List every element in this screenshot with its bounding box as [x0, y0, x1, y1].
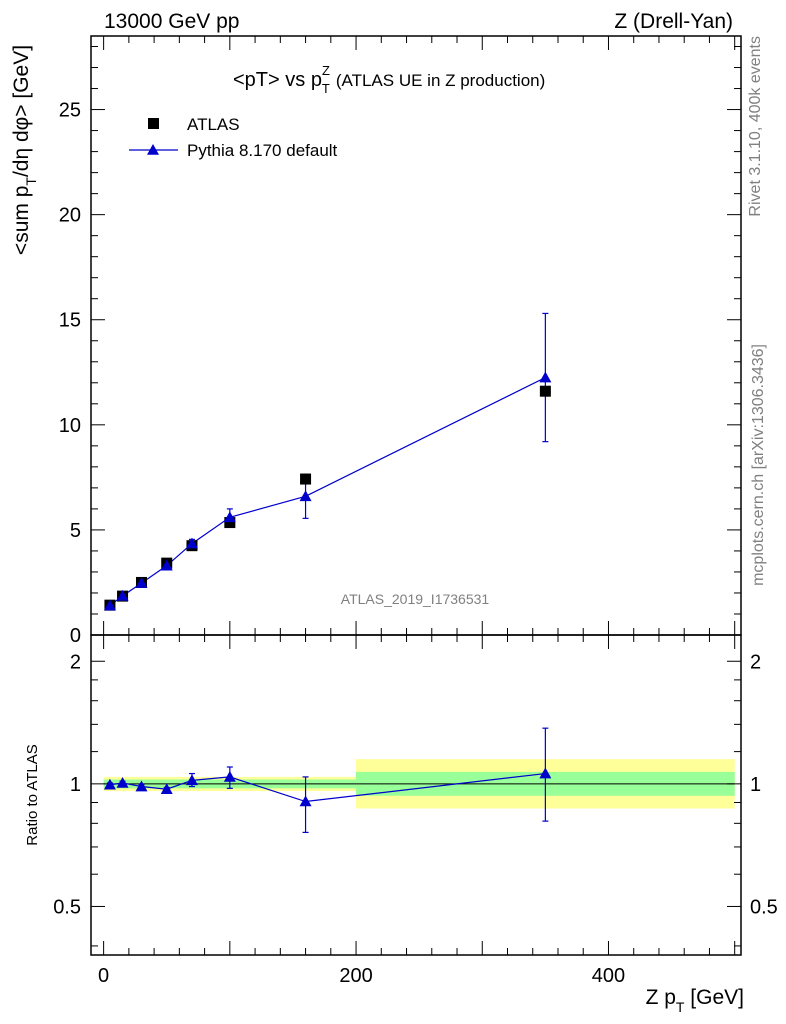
- ratio-axes: 0 200 400 0.5 0.5 1 1 2 2: [53, 634, 778, 987]
- pythia-point: [299, 490, 312, 502]
- chart-title: <pT> vs pZ T (ATLAS UE in Z production): [233, 63, 545, 96]
- pythia-point: [103, 599, 116, 611]
- main-y-tick-label: 25: [59, 100, 81, 122]
- ratio-point: [223, 770, 236, 782]
- x-tick-label: 400: [592, 965, 625, 987]
- pythia-point: [135, 577, 148, 588]
- ratio-point: [185, 774, 198, 786]
- legend: ATLAS Pythia 8.170 default: [129, 115, 338, 160]
- header-left: 13000 GeV pp: [104, 10, 239, 33]
- atlas-point: [539, 385, 551, 397]
- ratio-y-tick-label-left: 1: [70, 774, 81, 796]
- ratio-point: [103, 778, 116, 790]
- ratio-bands: [103, 759, 735, 809]
- ratio-point: [539, 767, 552, 779]
- main-y-tick-label: 20: [59, 205, 81, 227]
- ratio-y-axis-label: Ratio to ATLAS: [24, 744, 41, 845]
- mcplots-label: mcplots.cern.ch [arXiv:1306.3436]: [750, 344, 767, 586]
- pythia-line: [109, 376, 546, 607]
- x-axis-label: Z pT [GeV]: [646, 986, 744, 1015]
- pythia-point: [223, 511, 236, 523]
- main-series: [103, 312, 552, 611]
- ratio-point: [135, 780, 148, 792]
- ratio-y-tick-label-right: 1: [750, 774, 761, 796]
- main-y-tick-label: 10: [59, 415, 81, 437]
- ratio-frame: [90, 634, 742, 956]
- main-y-tick-label: 15: [59, 310, 81, 332]
- legend-pythia-marker: [147, 144, 159, 155]
- legend-atlas-marker: [148, 118, 159, 129]
- main-y-axis-label: <sum pT/dη dφ> [GeV]: [10, 45, 39, 255]
- ratio-point: [160, 783, 173, 795]
- rivet-label: Rivet 3.1.10, 400k events: [747, 36, 764, 217]
- atlas-point: [300, 473, 312, 485]
- ratio-point: [299, 795, 312, 807]
- ratio-series: [103, 727, 552, 833]
- ratio-y-tick-label-right: 2: [750, 651, 761, 673]
- legend-atlas-label: ATLAS: [187, 115, 240, 134]
- pythia-point: [185, 537, 198, 549]
- main-axes: 0 5 10 15 20 25: [59, 35, 742, 647]
- main-y-tick-label: 0: [70, 625, 81, 647]
- x-tick-label: 200: [339, 965, 372, 987]
- pythia-point: [160, 559, 173, 571]
- ratio-y-tick-label-left: 2: [70, 651, 81, 673]
- ratio-point: [116, 776, 129, 788]
- analysis-id-label: ATLAS_2019_I1736531: [341, 591, 490, 607]
- header-right: Z (Drell-Yan): [614, 10, 733, 33]
- pythia-point: [116, 589, 129, 601]
- ratio-y-tick-label-right: 0.5: [750, 896, 778, 918]
- pythia-point: [539, 371, 552, 383]
- x-tick-label: 0: [98, 965, 109, 987]
- main-y-tick-label: 5: [70, 520, 81, 542]
- ratio-y-tick-label-left: 0.5: [53, 896, 81, 918]
- legend-pythia-label: Pythia 8.170 default: [187, 141, 338, 160]
- atlas-point: [224, 517, 236, 529]
